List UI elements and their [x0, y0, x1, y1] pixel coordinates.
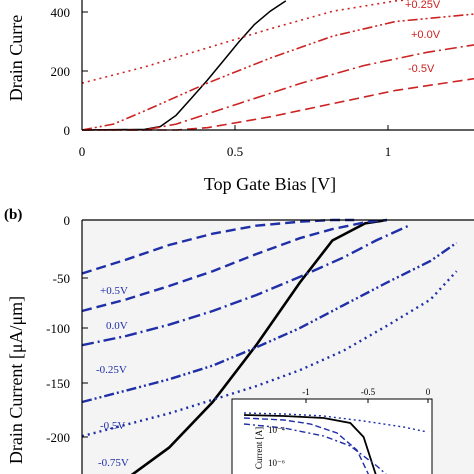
- panel-b-ytick-label: -50: [53, 271, 70, 286]
- inset-series-group: [243, 412, 428, 474]
- panel-b-series-group: [81, 218, 458, 474]
- panel-a-xtick-label: 0.5: [227, 144, 243, 159]
- panel-a-y-axis-label: Drain Curre: [6, 15, 26, 101]
- series-line--0-0v-3: [82, 44, 474, 131]
- inset-xtick-label: -0.5: [361, 387, 376, 397]
- panel-a-ticks: [81, 11, 389, 131]
- annotation-plus-0-0v: +0.0V: [411, 29, 441, 41]
- panel-a-xtick-label: 1: [385, 144, 392, 159]
- panel-b-ytick-label: -100: [46, 321, 70, 336]
- panel-b-ticks: [82, 219, 88, 438]
- panel-a-ytick-label: 0: [64, 123, 71, 138]
- legend-label-minus-0-75v: -0.75V: [98, 457, 129, 469]
- inset-series-line-0: [243, 414, 377, 474]
- panel-a: 0 0.5 1 0 200 400 Top Gate Bias [V] Drai…: [6, 0, 474, 194]
- panel-b-y-axis-label: Drain Current [μA/μm]: [6, 296, 26, 464]
- series-line--0-5v-1: [81, 218, 355, 275]
- panel-b-ytick-label: 0: [64, 213, 71, 228]
- inset-xtick-label: 0: [426, 387, 431, 397]
- inset-y-axis-label: Current [A]: [254, 427, 264, 469]
- series-line--0-25v-2: [81, 13, 474, 131]
- panel-a-x-axis-label: Top Gate Bias [V]: [204, 174, 336, 194]
- series-line--0-25v-3: [81, 224, 410, 347]
- legend-label-minus-0-5v: -0.5V: [100, 420, 125, 432]
- series-line-0-0v-2: [81, 218, 388, 313]
- inset-series-line-1: [243, 417, 370, 474]
- panel-b-ytick-label: -150: [46, 376, 70, 391]
- panel-a-ytick-label: 200: [51, 64, 71, 79]
- series-line-reference-0: [130, 218, 388, 474]
- inset-ytick-label: 10⁻⁶: [268, 458, 285, 468]
- legend-label-plus-0-5v: +0.5V: [100, 285, 128, 297]
- inset-ytick-label: 10⁻⁴: [268, 425, 285, 435]
- panel-a-ytick-label: 400: [51, 5, 71, 20]
- panel-b: (b) 0 -50 -100 -150 -200 Drain Current […: [4, 207, 474, 474]
- panel-a-plot-area: [82, 0, 474, 130]
- inset-series-line-2: [243, 423, 387, 474]
- panel-b-label: (b): [4, 207, 22, 223]
- annotation-plus-0-25v: +0.25V: [405, 0, 441, 11]
- inset-frame: [231, 398, 433, 474]
- inset-xtick-label: -1: [302, 387, 310, 397]
- panel-b-ytick-label: -200: [46, 430, 70, 445]
- series-line--0-5v-1: [81, 0, 414, 84]
- legend-label-minus-0-25v: -0.25V: [96, 364, 127, 376]
- inset: -1 -0.5 0 10⁻⁴ 10⁻⁶ Current [A]: [231, 387, 433, 474]
- panel-a-xtick-label: 0: [79, 144, 86, 159]
- legend-label-0-0v: 0.0V: [106, 320, 128, 332]
- annotation-minus-0-5v: -0.5V: [408, 63, 435, 75]
- series-line--0-75v-5: [81, 270, 458, 438]
- series-line--0-5v-4: [81, 241, 458, 404]
